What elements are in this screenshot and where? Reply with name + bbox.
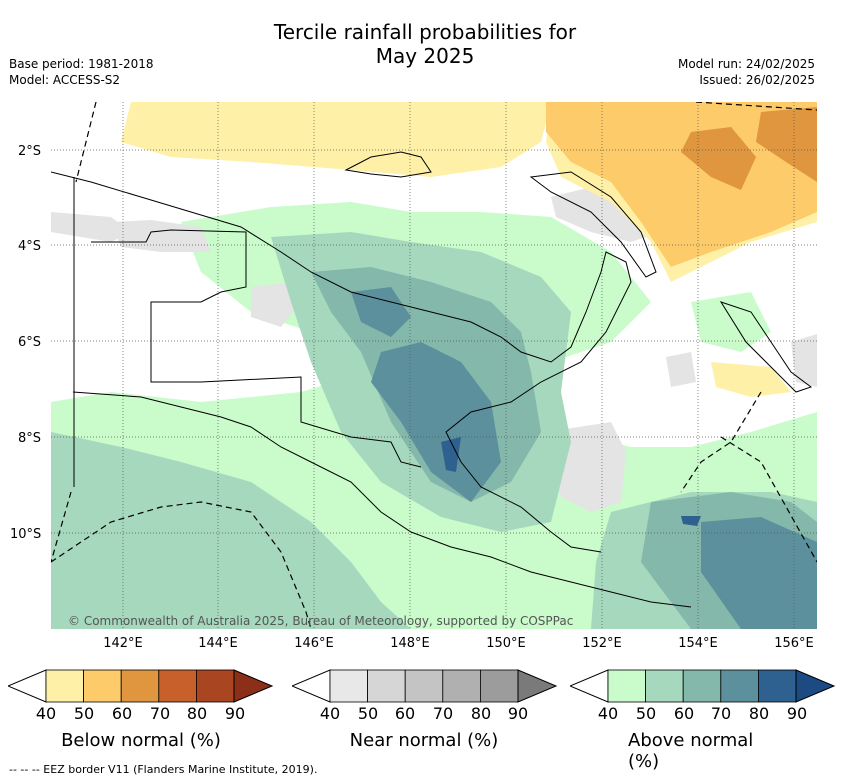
eez-footnote: -- -- -- EEZ border V11 (Flanders Marine…: [9, 763, 318, 776]
below-tick-80: 80: [186, 704, 208, 723]
lon-label-146e: 146°E: [294, 636, 334, 651]
lat-label-6s: 6°S: [18, 335, 42, 350]
lon-label-142e: 142°E: [103, 636, 143, 651]
lon-label-156e: 156°E: [774, 636, 814, 651]
lon-label-148e: 148°E: [390, 636, 430, 651]
colorbar-segment: [45, 669, 84, 703]
colorbar-segment: [158, 669, 197, 703]
colorbar-below-normal: [8, 669, 274, 703]
near-normal-label: Near normal (%): [349, 730, 499, 751]
eez-border: [51, 102, 817, 629]
model-name: Model: ACCESS-S2: [9, 73, 121, 87]
colorbar-segment: [442, 669, 481, 703]
colorbar-segment: [404, 669, 444, 703]
above-tick-40: 40: [597, 704, 619, 723]
near-tick-90: 90: [507, 704, 529, 723]
colorbar-segment: [682, 669, 722, 703]
copyright-note: © Commonwealth of Australia 2025, Bureau…: [68, 614, 574, 628]
base-period: Base period: 1981-2018: [9, 57, 154, 71]
colorbar-below-min-arrow: [8, 669, 47, 703]
map-title-line2: May 2025: [375, 44, 475, 68]
lon-label-144e: 144°E: [198, 636, 238, 651]
lat-label-8s: 8°S: [18, 431, 42, 446]
above-tick-80: 80: [748, 704, 770, 723]
near-tick-40: 40: [319, 704, 341, 723]
colorbar-near-max-arrow: [517, 669, 558, 703]
near-tick-70: 70: [432, 704, 454, 723]
lat-label-2s: 2°S: [18, 144, 42, 159]
colorbar-segment: [195, 669, 235, 703]
coastline: [51, 151, 813, 608]
lat-label-4s: 4°S: [18, 239, 42, 254]
colorbar-below-max-arrow: [233, 669, 274, 703]
model-run-date: Model run: 24/02/2025: [677, 57, 815, 71]
below-tick-90: 90: [224, 704, 246, 723]
above-tick-70: 70: [710, 704, 732, 723]
colorbar-above-max-arrow: [795, 669, 836, 703]
near-tick-50: 50: [357, 704, 379, 723]
lon-label-152e: 152°E: [582, 636, 622, 651]
border-lines: [73, 177, 422, 487]
colorbar-above-normal: [570, 669, 836, 703]
below-normal-label: Below normal (%): [61, 730, 221, 751]
colorbar-above-min-arrow: [570, 669, 609, 703]
colorbar-segment: [479, 669, 519, 703]
above-normal-80-region: [441, 437, 701, 526]
colorbar-segment: [607, 669, 646, 703]
issued-date: Issued: 26/02/2025: [699, 73, 815, 87]
colorbar-segment: [329, 669, 368, 703]
colorbar-segment: [720, 669, 759, 703]
below-tick-40: 40: [35, 704, 57, 723]
below-normal-region: [121, 102, 817, 397]
colorbar-segment: [120, 669, 160, 703]
colorbar-segment: [367, 669, 406, 703]
near-tick-80: 80: [470, 704, 492, 723]
below-tick-60: 60: [111, 704, 133, 723]
colorbar-near-normal: [292, 669, 558, 703]
below-tick-50: 50: [73, 704, 95, 723]
probability-map: [51, 102, 817, 629]
colorbar-segment: [757, 669, 797, 703]
above-normal-label: Above normal (%): [628, 730, 754, 772]
lon-label-150e: 150°E: [486, 636, 526, 651]
below-tick-70: 70: [149, 704, 171, 723]
above-tick-90: 90: [786, 704, 808, 723]
above-tick-60: 60: [673, 704, 695, 723]
lat-label-10s: 10°S: [10, 527, 42, 542]
colorbar-near-min-arrow: [292, 669, 331, 703]
colorbar-segment: [645, 669, 684, 703]
lon-label-154e: 154°E: [678, 636, 718, 651]
above-tick-50: 50: [635, 704, 657, 723]
graticule: [51, 102, 817, 629]
above-normal-70-region: [351, 287, 817, 629]
colorbar-segment: [83, 669, 122, 703]
near-tick-60: 60: [394, 704, 416, 723]
map-title-line1: Tercile rainfall probabilities for: [273, 20, 577, 44]
